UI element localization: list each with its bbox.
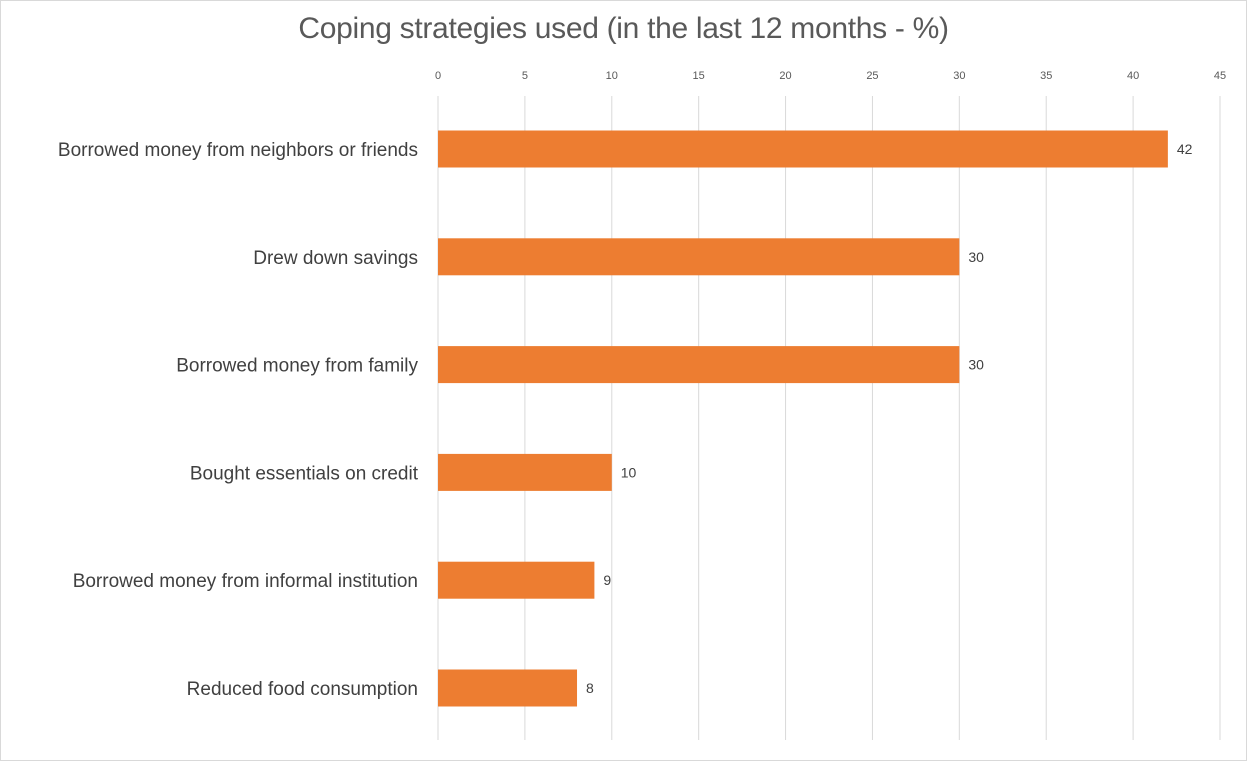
bar (438, 130, 1168, 168)
x-tick-label: 45 (1214, 70, 1226, 82)
category-label: Borrowed money from family (176, 356, 418, 377)
x-tick-label: 20 (779, 70, 791, 82)
data-label: 30 (968, 357, 984, 373)
chart-title: Coping strategies used (in the last 12 m… (298, 12, 949, 45)
bars (438, 130, 1168, 707)
category-labels: Borrowed money from neighbors or friends… (58, 140, 419, 700)
category-label: Drew down savings (253, 248, 418, 269)
x-tick-label: 10 (606, 70, 618, 82)
x-tick-label: 40 (1127, 70, 1139, 82)
data-label: 10 (621, 464, 637, 480)
data-label: 8 (586, 680, 594, 696)
bar (438, 669, 578, 707)
data-label: 9 (603, 572, 611, 588)
x-axis-ticks: 0 5 10 15 20 25 30 35 40 45 (435, 70, 1226, 82)
bar (438, 346, 960, 384)
category-label: Reduced food consumption (187, 679, 418, 700)
x-tick-label: 5 (522, 70, 528, 82)
x-tick-label: 15 (693, 70, 705, 82)
x-tick-label: 25 (866, 70, 878, 82)
bar (438, 453, 612, 491)
x-tick-label: 0 (435, 70, 441, 82)
data-label: 42 (1177, 141, 1193, 157)
bar (438, 561, 595, 599)
gridlines (437, 96, 1221, 740)
x-tick-label: 35 (1040, 70, 1052, 82)
category-label: Borrowed money from informal institution (73, 571, 418, 592)
data-label: 30 (968, 249, 984, 265)
category-label: Borrowed money from neighbors or friends (58, 140, 418, 161)
data-labels: 42 30 30 10 9 8 (586, 141, 1193, 696)
x-tick-label: 30 (953, 70, 965, 82)
category-label: Bought essentials on credit (190, 463, 419, 484)
bar (438, 238, 960, 276)
